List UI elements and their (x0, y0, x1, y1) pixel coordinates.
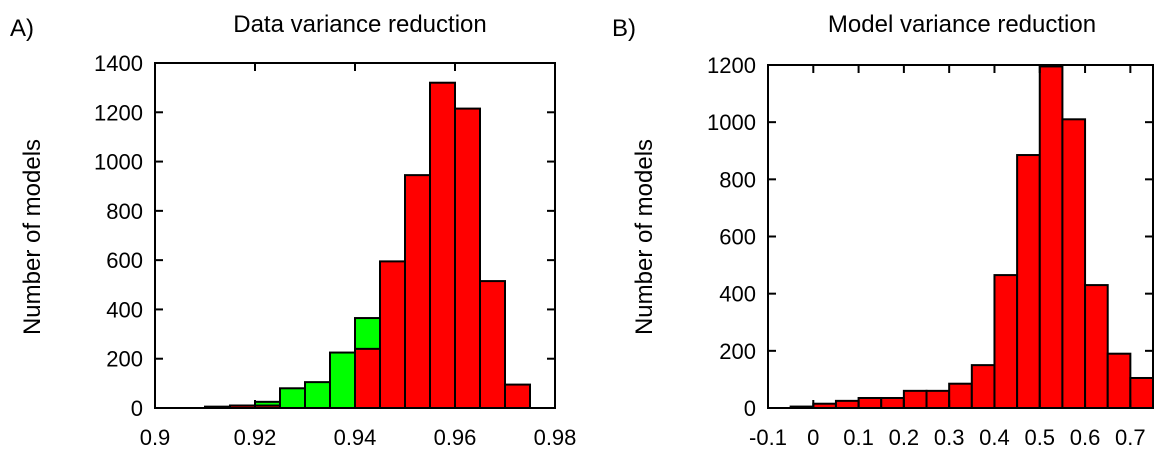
bar-red-3 (857, 396, 883, 409)
y-tick-label: 0 (744, 396, 756, 421)
bar-green-5 (304, 381, 331, 409)
panel-b-letter: B) (612, 15, 636, 42)
bar-red-14 (1106, 352, 1132, 410)
y-tick-label: 1200 (707, 53, 756, 78)
chart-data-variance-reduction: 0 200 400 600 800 1000 1200 1400 0.9 0.92 0.94 0.96… (19, 11, 576, 450)
y-tick-label: 600 (106, 248, 143, 273)
bar-green-4 (279, 387, 306, 409)
chart-title: Data variance reduction (233, 11, 486, 38)
x-tick-label: 0.9 (140, 425, 171, 450)
y-tick-label: 1400 (94, 51, 143, 76)
bar-red-15 (1129, 376, 1154, 409)
y-tick-label: 400 (719, 282, 756, 307)
bar-red-11 (479, 280, 506, 410)
bar-red-9 (429, 81, 456, 409)
y-axis-label: Number of models (19, 139, 46, 335)
bar-green-6 (329, 351, 356, 409)
x-tick-label: 0 (807, 425, 819, 450)
x-tick-label: 0.4 (979, 425, 1010, 450)
x-tick-label: 0.1 (843, 425, 874, 450)
bar-red-13 (1084, 284, 1109, 410)
x-tick-label: 0.3 (934, 425, 965, 450)
bar-red-6 (354, 347, 381, 410)
bar-red-10 (454, 107, 481, 409)
bar-red-12 (1061, 118, 1087, 410)
x-tick-label: 0.96 (434, 425, 477, 450)
y-tick-label: 1000 (94, 150, 143, 175)
y-tick-label: 400 (106, 297, 143, 322)
chart-title: Model variance reduction (828, 11, 1096, 38)
x-tick-label: -0.1 (749, 425, 787, 450)
bar-red-2 (834, 399, 860, 409)
x-tick-label: 0.5 (1024, 425, 1055, 450)
x-tick-label: 0.6 (1070, 425, 1101, 450)
y-tick-label: 800 (106, 199, 143, 224)
y-tick-label: 200 (719, 339, 756, 364)
bar-red-7 (379, 260, 406, 409)
y-tick-label: 800 (719, 167, 756, 192)
chart-model-variance-reduction: 0 200 400 600 800 1000 1200 -0.1 0 0.1 0.2 0.3 0.4 0.… (631, 11, 1154, 450)
bar-red-6 (925, 389, 951, 410)
bar-red-9 (993, 274, 1019, 409)
y-axis-label: Number of models (631, 139, 658, 335)
bar-red-11 (1038, 65, 1064, 409)
bar-red-5 (902, 389, 928, 410)
y-tick-label: 1000 (707, 110, 756, 135)
y-tick-label: 1200 (94, 100, 143, 125)
x-tick-label: 0.98 (534, 425, 577, 450)
x-tick-label: 0.2 (889, 425, 920, 450)
x-tick-label: 0.7 (1115, 425, 1146, 450)
x-tick-label: 0.92 (234, 425, 277, 450)
y-tick-label: 0 (131, 396, 143, 421)
bar-red-4 (880, 396, 905, 409)
bar-red-10 (1016, 154, 1041, 409)
x-tick-label: 0.94 (334, 425, 377, 450)
bar-red-7 (948, 382, 973, 409)
bar-red-12 (504, 383, 531, 410)
bar-red-8 (970, 364, 996, 409)
panel-a-letter: A) (10, 15, 34, 42)
bar-red-8 (404, 174, 431, 409)
y-tick-label: 600 (719, 225, 756, 250)
y-tick-label: 200 (106, 347, 143, 372)
